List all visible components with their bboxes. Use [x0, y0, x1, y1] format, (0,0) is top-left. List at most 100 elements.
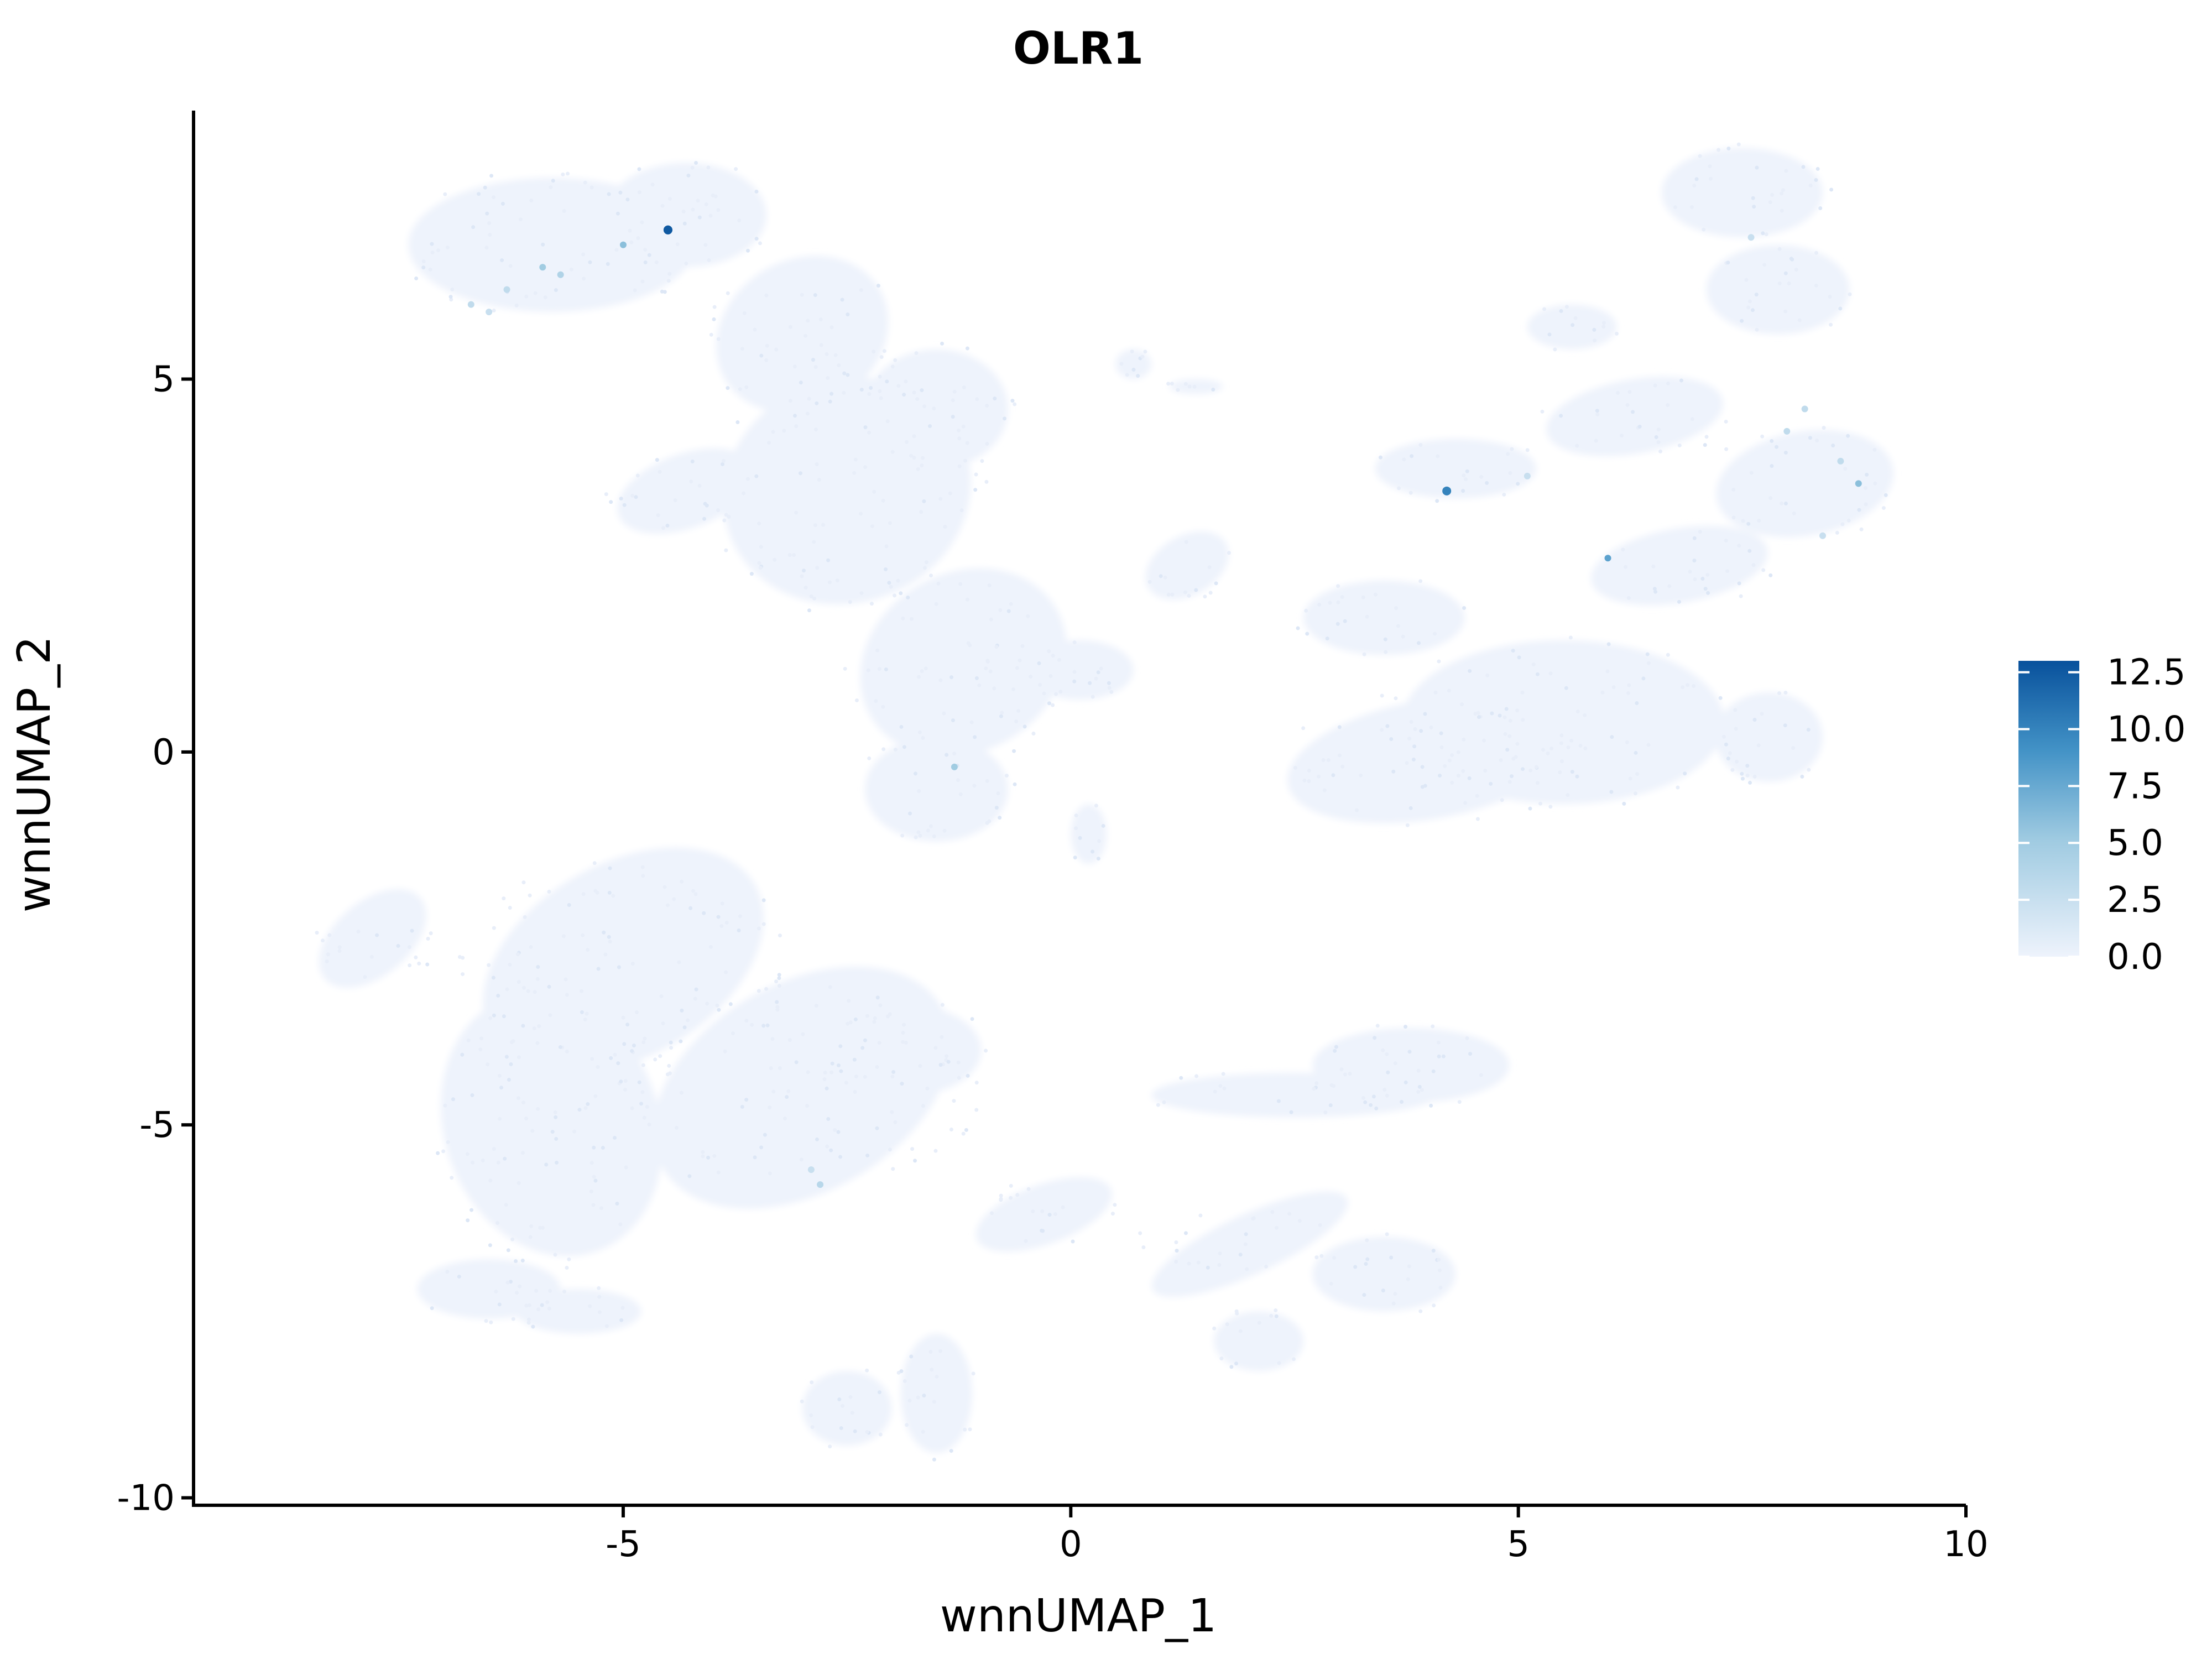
- cell-point: [619, 1318, 624, 1322]
- cell-point: [1731, 515, 1736, 520]
- cell-point: [1724, 742, 1728, 747]
- cell-point: [1756, 743, 1761, 748]
- cell-point: [1498, 713, 1502, 718]
- cell-point: [484, 1319, 488, 1323]
- expressing-cell-point: [1747, 234, 1755, 241]
- cell-point: [771, 430, 775, 434]
- cell-point: [807, 397, 811, 401]
- cell-point: [1464, 477, 1468, 482]
- cell-point: [1863, 486, 1867, 491]
- cell-point: [363, 975, 367, 979]
- cell-point: [1222, 1086, 1227, 1091]
- cell-point: [572, 1129, 577, 1134]
- cell-point: [1666, 403, 1670, 407]
- cell-point: [933, 1149, 938, 1153]
- cell-point: [558, 1045, 562, 1049]
- cell-point: [536, 1307, 541, 1312]
- cell-point: [1131, 368, 1136, 372]
- cell-point: [1441, 1054, 1446, 1058]
- cell-point: [893, 358, 898, 362]
- cell-point: [502, 1014, 506, 1019]
- cell-point: [407, 945, 411, 950]
- cell-point: [1162, 1100, 1166, 1104]
- cell-point: [924, 666, 928, 671]
- cell-point: [853, 1090, 857, 1094]
- cell-point: [706, 165, 711, 170]
- cell-point: [471, 225, 476, 229]
- cell-point: [758, 566, 763, 570]
- cell-point: [1183, 382, 1188, 386]
- cell-point: [1238, 1329, 1243, 1333]
- cell-point: [869, 386, 873, 390]
- cell-point: [1757, 519, 1761, 523]
- x-axis-label: wnnUMAP_1: [940, 1590, 1217, 1642]
- cell-point: [461, 956, 465, 960]
- cell-point: [1479, 474, 1484, 479]
- cell-point: [829, 1148, 833, 1152]
- cell-point: [1072, 679, 1077, 684]
- cell-point: [615, 211, 620, 216]
- cell-point: [713, 194, 718, 199]
- cell-point: [1739, 594, 1743, 598]
- cell-point: [1846, 518, 1851, 523]
- cell-point: [1653, 383, 1657, 388]
- cell-point: [1020, 644, 1025, 648]
- cell-point: [1194, 1074, 1199, 1078]
- legend-tick-label: 0.0: [2107, 937, 2163, 978]
- cell-point: [1511, 757, 1516, 761]
- cell-point: [529, 199, 534, 203]
- cell-point: [1429, 725, 1433, 729]
- cell-point: [1521, 718, 1525, 722]
- cell-point: [1553, 347, 1557, 352]
- cell-point: [920, 669, 924, 674]
- cell-point: [1570, 770, 1574, 774]
- cell-point: [1404, 1080, 1408, 1084]
- y-axis-ticks: -10 -5 0 5: [117, 359, 194, 1519]
- legend-tick-label: 5.0: [2107, 823, 2163, 864]
- cell-point: [520, 1259, 525, 1263]
- cell-point: [996, 791, 1000, 796]
- cell-point: [510, 1237, 515, 1241]
- cell-point: [775, 1008, 780, 1012]
- cell-point: [1534, 765, 1538, 769]
- cell-point: [520, 1151, 525, 1155]
- cell-point: [1726, 260, 1730, 265]
- cell-point: [1208, 591, 1213, 595]
- cell-point: [777, 984, 781, 988]
- cell-cluster: [1715, 692, 1823, 782]
- cell-point: [592, 1175, 596, 1179]
- cell-point: [910, 617, 914, 621]
- cell-point: [461, 972, 465, 977]
- cell-point: [775, 1005, 780, 1009]
- cell-point: [848, 599, 852, 604]
- cell-point: [859, 591, 864, 596]
- cell-point: [768, 1171, 772, 1176]
- cell-point: [621, 1015, 625, 1020]
- cell-point: [1780, 191, 1784, 196]
- cell-point: [893, 593, 897, 598]
- cell-point: [963, 458, 967, 463]
- cell-point: [727, 515, 731, 519]
- cell-point: [850, 1411, 854, 1415]
- cell-point: [778, 1066, 782, 1071]
- cell-point: [973, 735, 977, 739]
- cell-point: [738, 387, 742, 392]
- cell-point: [1578, 744, 1583, 748]
- cell-point: [506, 1248, 510, 1253]
- cell-point: [430, 1306, 434, 1311]
- cell-point: [1213, 1089, 1217, 1094]
- cell-point: [1722, 734, 1726, 739]
- cell-cluster: [900, 1333, 973, 1453]
- cell-point: [1408, 491, 1413, 495]
- cell-point: [680, 879, 684, 884]
- cell-point: [1626, 691, 1630, 695]
- cell-point: [885, 419, 890, 424]
- cell-point: [1317, 774, 1321, 779]
- cell-point: [1009, 602, 1013, 606]
- cell-point: [451, 1097, 455, 1102]
- cell-point: [1203, 594, 1207, 599]
- cell-point: [1373, 1036, 1377, 1040]
- cell-point: [1595, 412, 1600, 416]
- cell-point: [1637, 424, 1642, 429]
- cell-point: [507, 1077, 511, 1082]
